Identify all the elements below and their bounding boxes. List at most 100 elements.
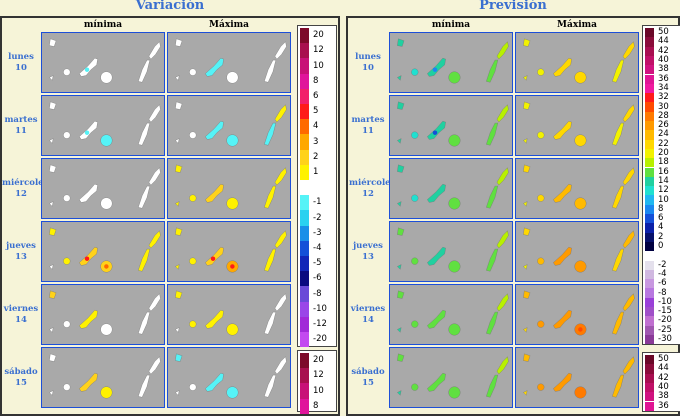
island-shape	[523, 390, 528, 396]
island-shape	[553, 57, 572, 77]
island-shape	[175, 138, 180, 144]
legend-swatch	[300, 368, 309, 384]
value-spot	[432, 130, 438, 135]
island-shape	[274, 41, 287, 60]
island-shape	[537, 131, 545, 139]
island-shape	[264, 59, 277, 83]
prevision-map-maxima	[515, 284, 639, 345]
island-shape	[189, 320, 197, 328]
legend-label: 40	[658, 382, 669, 393]
legend-label: 50	[658, 27, 669, 38]
legend-swatch	[300, 398, 309, 414]
legend-swatch	[645, 297, 654, 307]
prevision-day-label: jueves 13	[349, 241, 387, 263]
island-shape	[427, 246, 446, 266]
island-shape	[63, 194, 71, 202]
day-number: 15	[15, 378, 27, 388]
day-name: martes	[4, 115, 38, 125]
legend-swatch	[645, 55, 654, 66]
variacion-col-minima: mínima	[83, 20, 123, 30]
island-shape	[523, 264, 528, 270]
legend-swatch	[300, 383, 309, 399]
island-shape	[448, 260, 461, 273]
legend-swatch	[300, 119, 309, 135]
island-shape	[523, 164, 531, 173]
legend-label: 50	[658, 354, 669, 365]
legend-swatch	[300, 271, 309, 287]
variacion-legend: 20 12 10 8 6 5 4 3 2 1 -1 -2 -3 -4 -5 -6 -8 -10 -12 -20	[297, 25, 337, 348]
legend-label: -8	[313, 288, 322, 299]
legend-swatch	[645, 316, 654, 326]
prevision-day-label: viernes 14	[349, 304, 387, 326]
island-shape	[523, 75, 528, 81]
day-name: jueves	[353, 241, 383, 251]
island-shape	[427, 57, 446, 77]
island-shape	[175, 164, 183, 173]
legend-swatch	[300, 353, 309, 369]
legend-swatch	[300, 104, 309, 120]
legend-swatch	[645, 223, 654, 233]
island-shape	[427, 372, 446, 392]
island-shape	[397, 164, 405, 173]
prevision-col-maxima: Máxima	[557, 20, 597, 30]
day-name: viernes	[350, 304, 386, 314]
island-shape	[148, 41, 161, 60]
prevision-col-minima: mínima	[431, 20, 471, 30]
legend-label: 16	[658, 166, 669, 177]
day-number: 11	[15, 126, 27, 136]
legend-label: -8	[658, 287, 667, 298]
legend-label: 12	[313, 45, 324, 56]
island-shape	[574, 260, 587, 273]
island-shape	[264, 122, 277, 146]
variacion-map-minima	[41, 347, 165, 408]
legend-label: -6	[658, 278, 667, 289]
legend-label: 5	[313, 106, 319, 117]
island-shape	[622, 41, 635, 60]
island-shape	[49, 327, 54, 333]
prevision-map-minima	[389, 95, 513, 156]
legend-swatch	[300, 195, 309, 211]
island-shape	[574, 386, 587, 399]
legend-swatch	[645, 195, 654, 205]
variacion-title: Variación	[135, 0, 205, 13]
legend-swatch	[645, 214, 654, 224]
variacion-map-minima	[41, 95, 165, 156]
island-shape	[523, 138, 528, 144]
legend-label: 6	[313, 90, 319, 101]
island-shape	[138, 311, 151, 335]
legend-label: -3	[313, 227, 322, 238]
island-shape	[612, 311, 625, 335]
legend-swatch	[645, 74, 654, 84]
island-shape	[496, 104, 509, 123]
legend-swatch	[645, 307, 654, 317]
legend-swatch	[300, 225, 309, 241]
island-shape	[397, 264, 402, 270]
legend-label: 18	[658, 157, 669, 168]
prevision-day-label: sábado 15	[349, 367, 387, 389]
legend-label: 8	[658, 203, 664, 214]
legend-swatch	[300, 58, 309, 74]
legend-swatch	[645, 158, 654, 168]
legend-label: 2	[658, 231, 664, 242]
legend-swatch	[645, 139, 654, 149]
island-shape	[622, 293, 635, 312]
value-spot	[578, 327, 583, 332]
island-shape	[486, 374, 499, 398]
legend-label: 4	[313, 121, 319, 132]
prevision-legend-repeat: 50 44 42 40 38 36	[642, 352, 680, 412]
legend-label: 36	[658, 400, 669, 411]
variacion-map-maxima	[167, 158, 291, 219]
island-shape	[496, 230, 509, 249]
island-shape	[148, 230, 161, 249]
legend-label: 36	[658, 73, 669, 84]
legend-swatch	[645, 204, 654, 214]
legend-label: 1	[313, 166, 319, 177]
legend-label: -20	[658, 315, 672, 326]
variacion-day-label: viernes 14	[2, 304, 40, 326]
island-shape	[523, 290, 531, 299]
island-shape	[205, 372, 224, 392]
island-shape	[63, 257, 71, 265]
legend-swatch	[645, 392, 654, 402]
prevision-map-minima	[389, 221, 513, 282]
legend-label: 40	[658, 55, 669, 66]
